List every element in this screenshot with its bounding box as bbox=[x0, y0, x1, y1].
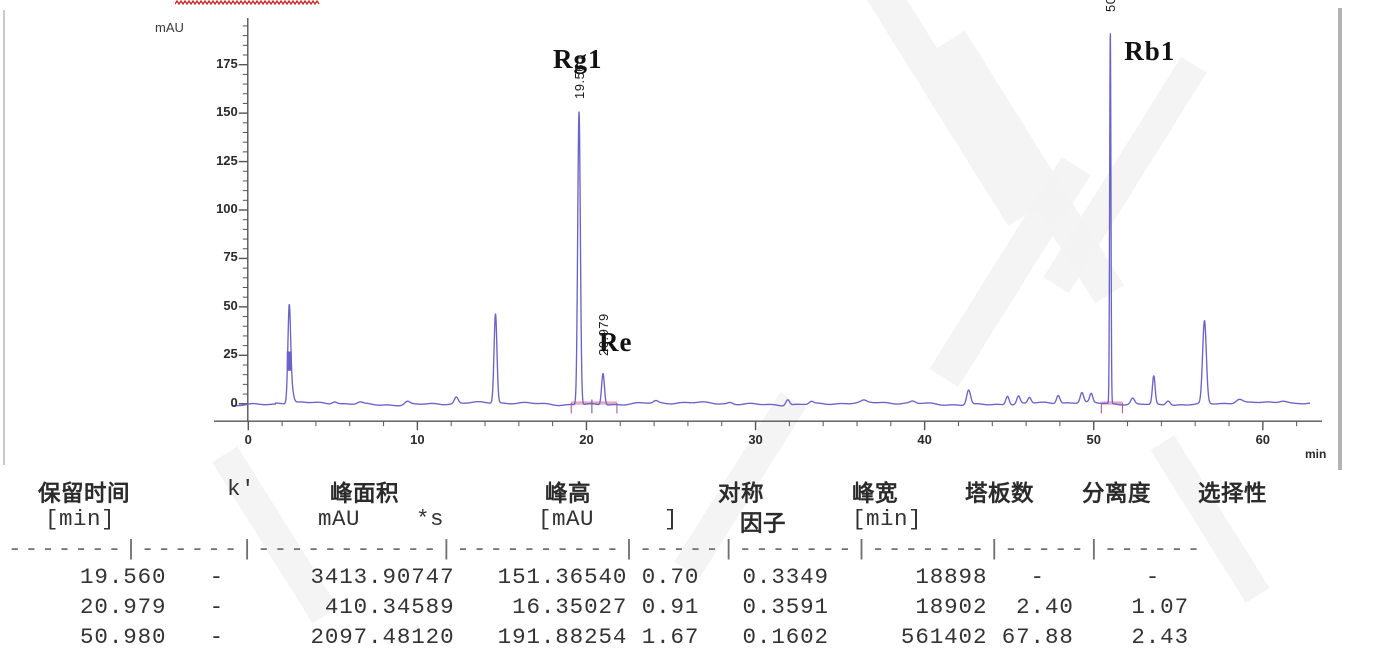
peak-label-rg1: Rg1 bbox=[553, 44, 603, 74]
chromatogram-panel: mAU min 0 25 50 75 100 125 150 175 0 10 20 30 40 50 6… bbox=[0, 0, 1348, 470]
table-header-cell: k' bbox=[227, 476, 256, 502]
x-tick-label: 20 bbox=[579, 432, 594, 448]
table-header-cell: [min] bbox=[45, 506, 116, 532]
table-separator-rule: -------|------|-----------|----------|--… bbox=[8, 536, 1204, 562]
table-header-cell: 保留时间 bbox=[38, 481, 131, 507]
y-tick-label: 150 bbox=[216, 104, 238, 120]
chromatogram-plot bbox=[148, 10, 1340, 465]
chromatogram-svg bbox=[214, 18, 1322, 431]
y-tick-label: 175 bbox=[216, 55, 238, 71]
panel-right-border bbox=[1338, 8, 1342, 470]
y-axis-unit-label: mAU bbox=[155, 20, 184, 35]
table-header-cell: 峰宽 bbox=[852, 481, 899, 507]
x-tick-label: 30 bbox=[748, 432, 763, 448]
x-tick-label: 60 bbox=[1255, 432, 1271, 448]
table-header-cell: 选择性 bbox=[1198, 481, 1268, 507]
x-tick-label: 10 bbox=[410, 432, 425, 448]
y-tick-label: 75 bbox=[223, 249, 238, 265]
signal-trace bbox=[230, 33, 1311, 407]
table-header-cell: 对称 bbox=[718, 481, 765, 507]
peak-label-re: Re bbox=[599, 327, 633, 357]
axes-layer bbox=[214, 18, 1322, 431]
spellcheck-squiggle-icon bbox=[175, 0, 320, 5]
peak-label-rb1: Rb1 bbox=[1124, 36, 1176, 66]
table-header-cell: mAU *s bbox=[318, 506, 445, 532]
y-tick-label: 125 bbox=[216, 152, 238, 168]
table-row: 20.979 - 410.34589 16.35027 0.91 0.3591 … bbox=[8, 594, 1218, 620]
panel-left-border bbox=[3, 10, 5, 465]
table-header-cell: 峰面积 bbox=[330, 481, 400, 507]
table-row: 50.980 - 2097.48120 191.88254 1.67 0.160… bbox=[8, 624, 1218, 650]
peak-retention-time-19-560: 19.560 bbox=[572, 56, 588, 99]
x-tick-label: 40 bbox=[917, 432, 932, 448]
table-header-cell: 塔板数 bbox=[965, 481, 1035, 507]
peak-retention-time-50-980: 50.980 bbox=[1103, 0, 1118, 12]
integration-results-table: 保留时间 k' 峰面积 峰高 对称 峰宽 塔板数 分离度 选择性 [min] mAU *s [mAU… bbox=[0, 474, 1389, 665]
y-tick-label: 100 bbox=[216, 201, 238, 216]
table-header-cell: 因子 bbox=[740, 511, 787, 537]
signal-trace-layer bbox=[230, 33, 1311, 407]
x-tick-label: 0 bbox=[244, 432, 252, 448]
y-tick-label: 25 bbox=[223, 346, 238, 362]
table-header-cell: [min] bbox=[852, 506, 923, 532]
table-row: 19.560 - 3413.90747 151.36540 0.70 0.334… bbox=[8, 564, 1218, 590]
table-header-cell: 分离度 bbox=[1082, 481, 1152, 507]
peak-retention-time-20-979: 20.979 bbox=[596, 313, 612, 356]
y-tick-label: 0 bbox=[230, 394, 238, 410]
x-tick-label: 50 bbox=[1086, 432, 1101, 448]
table-header-cell: 峰高 bbox=[545, 481, 592, 507]
x-axis-unit-label: min bbox=[1305, 447, 1327, 461]
table-header-cell: [mAU ] bbox=[538, 506, 679, 532]
y-tick-label: 50 bbox=[223, 297, 238, 313]
